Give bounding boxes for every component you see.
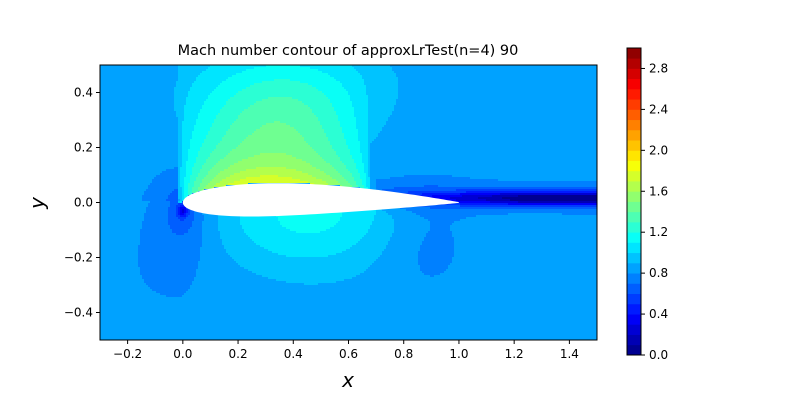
chart-title: Mach number contour of approxLrTest(n=4)… <box>178 43 519 59</box>
